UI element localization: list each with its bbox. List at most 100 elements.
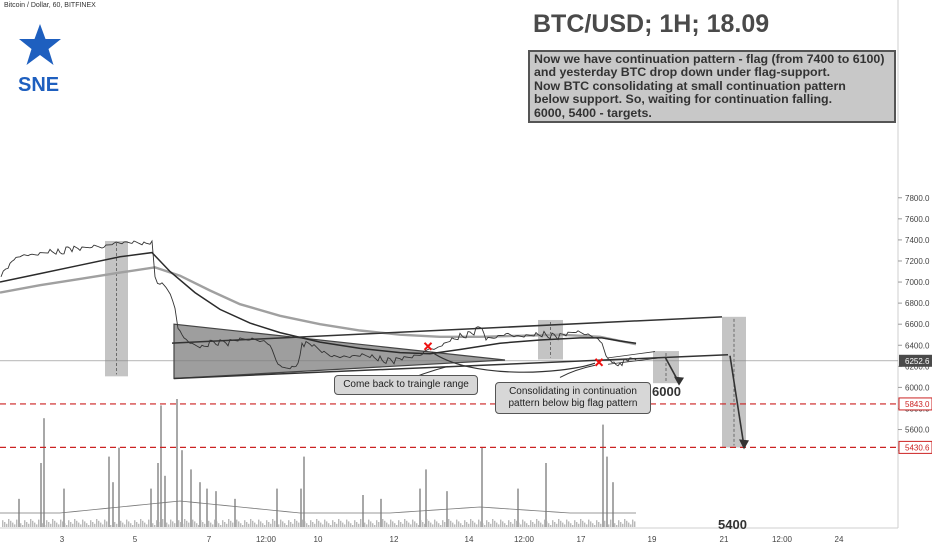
volume-bar (610, 519, 612, 527)
volume-spike (190, 469, 192, 527)
volume-bar (32, 520, 34, 527)
target-label-6000: 6000 (652, 384, 681, 399)
volume-bar (452, 522, 454, 527)
volume-bar (596, 520, 598, 527)
volume-bar (16, 519, 18, 527)
volume-bar (424, 523, 426, 527)
volume-bar (548, 523, 550, 527)
volume-bar (186, 520, 188, 527)
flag-upper-line (171, 316, 723, 344)
price-series (0, 239, 637, 370)
callout-arrow-consolidating (559, 364, 596, 378)
x-tick-label: 12:00 (772, 535, 793, 544)
volume-bar (476, 524, 478, 527)
volume-bar (460, 523, 462, 527)
x-tick-label: 5 (133, 535, 138, 544)
y-tick-label: 7800.0 (905, 194, 930, 203)
arrowhead-6000 (674, 376, 684, 386)
volume-bar (92, 522, 94, 527)
volume-bar (24, 520, 26, 527)
volume-bar (254, 522, 256, 527)
volume-bar (184, 519, 186, 527)
volume-bar (232, 522, 234, 527)
volume-spike (545, 463, 547, 527)
volume-bar (504, 523, 506, 527)
volume-bar (600, 523, 602, 527)
volume-spike (517, 488, 519, 527)
volume-bar (272, 519, 274, 527)
volume-bar (598, 522, 600, 527)
volume-bar (480, 521, 482, 527)
brand-logo-text: SNE (18, 74, 60, 96)
volume-bar (516, 520, 518, 527)
volume-bar (366, 524, 368, 527)
volume-bar (490, 523, 492, 527)
volume-bar (332, 520, 334, 527)
volume-bar (104, 519, 106, 527)
moving-average-dark (0, 251, 637, 355)
volume-bar (566, 519, 568, 527)
volume-bar (388, 524, 390, 527)
volume-bar (616, 525, 618, 527)
volume-bar (336, 523, 338, 527)
volume-bar (478, 519, 480, 527)
volume-bar (498, 524, 500, 527)
volume-bar (528, 525, 530, 527)
volume-bar (312, 522, 314, 527)
volume-bar (432, 524, 434, 527)
volume-bar (246, 522, 248, 527)
volume-bar (36, 524, 38, 527)
y-tick-label: 7600.0 (905, 215, 930, 224)
volume-bar (462, 525, 464, 527)
volume-bar (132, 525, 134, 527)
volume-spike (176, 399, 178, 527)
volume-bar (372, 523, 374, 527)
volume-bar (284, 523, 286, 527)
volume-bar (554, 522, 556, 527)
volume-bar (58, 524, 60, 527)
volume-bar (352, 525, 354, 527)
volume-bar (538, 520, 540, 527)
volume-bar (582, 520, 584, 527)
volume-bar (422, 522, 424, 527)
volume-bar (322, 524, 324, 527)
volume-bar (568, 521, 570, 527)
volume-bar (570, 523, 572, 527)
volume-bar (8, 519, 10, 527)
volume-bar (6, 523, 8, 527)
volume-bar (152, 523, 154, 527)
volume-bar (280, 519, 282, 527)
volume-bar (402, 523, 404, 527)
volume-bar (454, 524, 456, 527)
y-tick-label: 6000.0 (905, 383, 930, 392)
volume-bar (382, 519, 384, 527)
volume-spike (63, 488, 65, 527)
volume-bar (140, 519, 142, 527)
volume-bar (514, 519, 516, 527)
volume-bar (14, 524, 16, 527)
target-level-badge (898, 440, 932, 454)
volume-bar (496, 522, 498, 527)
volume-bar (210, 522, 212, 527)
volume-bar (172, 521, 174, 527)
volume-bar (126, 519, 128, 527)
volume-bar (368, 519, 370, 527)
volume-spike (602, 424, 604, 527)
moving-average-gray (0, 266, 637, 346)
volume-bar (550, 525, 552, 527)
volume-bar (442, 520, 444, 527)
target-level-label: 5430.6 (905, 443, 930, 452)
callout-consolidating: Consolidating in continuation pattern be… (495, 382, 651, 414)
volume-spike (606, 456, 608, 527)
volume-spike (43, 418, 45, 527)
volume-bar (90, 520, 92, 527)
volume-bar (360, 519, 362, 527)
volume-bar (632, 519, 634, 527)
y-tick-label: 5600.0 (905, 426, 930, 435)
volume-bar (168, 524, 170, 527)
volume-bar (20, 523, 22, 527)
volume-bar (290, 522, 292, 527)
volume-bar (292, 523, 294, 527)
volume-bar (192, 519, 194, 527)
volume-spike (303, 456, 305, 527)
